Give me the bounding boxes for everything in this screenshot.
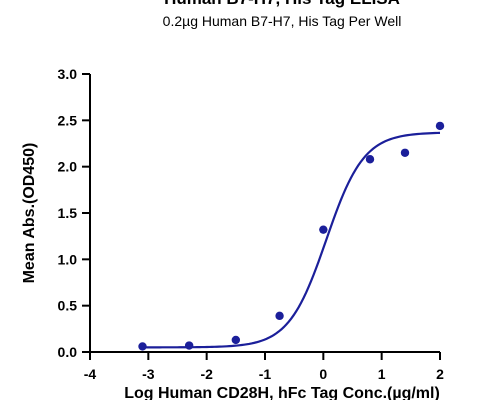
y-tick-label: 2.5 (58, 112, 78, 128)
data-point (365, 155, 375, 164)
data-point (435, 121, 445, 131)
x-axis-title: Log Human CD28H, hFc Tag Conc.(µg/ml) (124, 385, 440, 400)
x-tick-label: 1 (378, 366, 386, 382)
data-point (231, 335, 241, 345)
x-tick-label: -1 (259, 366, 272, 382)
y-tick-label: 0.0 (58, 344, 78, 360)
data-point (275, 311, 284, 321)
data-point (138, 342, 147, 351)
axes (89, 74, 440, 353)
x-ticks: -4 -3 -2 -1 0 1 2 (84, 352, 444, 382)
chart-title: Human B7-H7, His Tag ELISA (164, 0, 400, 8)
x-tick-label: 0 (319, 366, 327, 382)
y-tick-label: 1.5 (58, 205, 78, 221)
x-tick-label: -4 (84, 366, 97, 382)
data-point (319, 225, 328, 234)
x-tick-label: 2 (436, 366, 444, 382)
y-tick-label: 3.0 (58, 66, 78, 82)
y-tick-label: 2.0 (58, 159, 78, 175)
fit-curve (142, 131, 441, 349)
y-ticks: 0.0 0.5 1.0 1.5 2.0 2.5 3.0 (58, 66, 90, 360)
x-tick-label: -3 (142, 366, 155, 382)
data-point (184, 341, 194, 350)
y-tick-label: 0.5 (58, 298, 78, 314)
x-tick-label: -2 (200, 366, 213, 382)
plot-area (138, 121, 445, 351)
data-point (400, 148, 410, 157)
chart-subtitle: 0.2µg Human B7-H7, His Tag Per Well (163, 13, 402, 29)
y-tick-label: 1.0 (58, 251, 78, 267)
y-axis-title: Mean Abs.(OD450) (21, 143, 38, 284)
